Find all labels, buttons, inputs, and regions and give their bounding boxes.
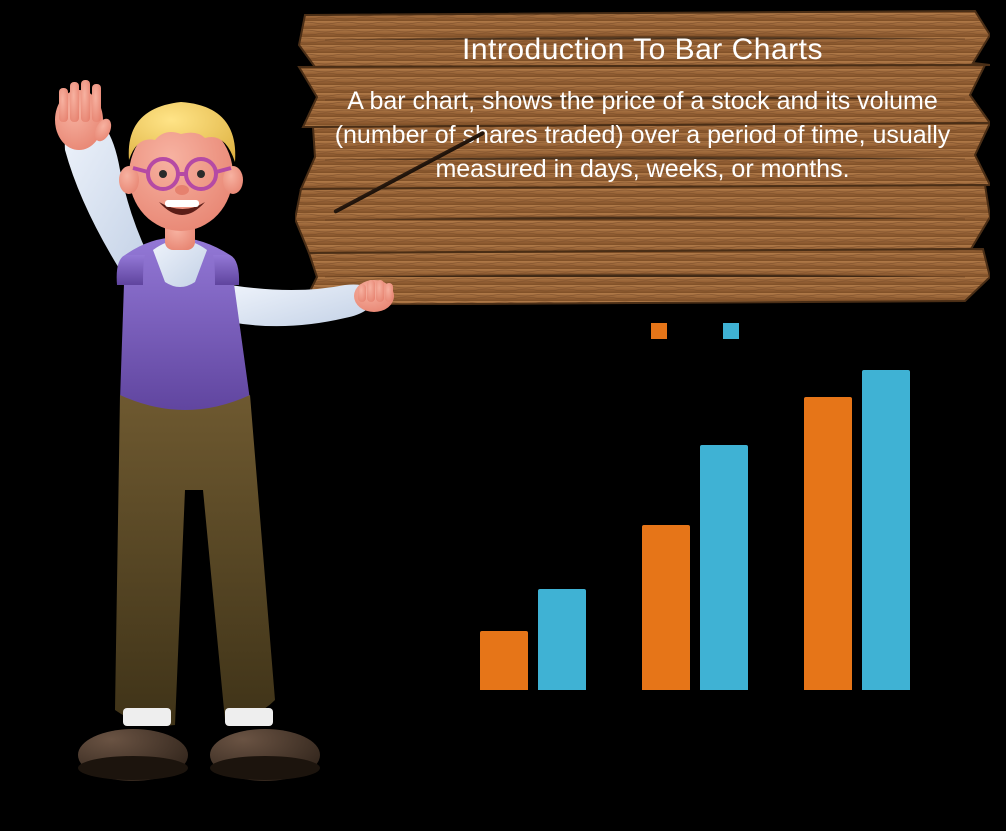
stage: Introduction To Bar Charts A bar chart, …: [0, 0, 1006, 831]
bar: [480, 631, 528, 690]
chart-bars: [475, 370, 915, 690]
bar: [538, 589, 586, 690]
signboard-title: Introduction To Bar Charts: [462, 33, 823, 67]
bar-group: [804, 370, 910, 690]
bar: [804, 397, 852, 690]
bar-group: [642, 445, 748, 690]
bar-group: [480, 589, 586, 690]
bar-chart: [475, 320, 915, 710]
bar: [862, 370, 910, 690]
teacher-character-svg: [25, 60, 455, 810]
bar: [642, 525, 690, 690]
teacher-character: [25, 60, 455, 810]
legend-swatch-series-2: [723, 323, 739, 339]
bar: [700, 445, 748, 690]
chart-legend: [475, 320, 915, 342]
legend-swatch-series-1: [651, 323, 667, 339]
